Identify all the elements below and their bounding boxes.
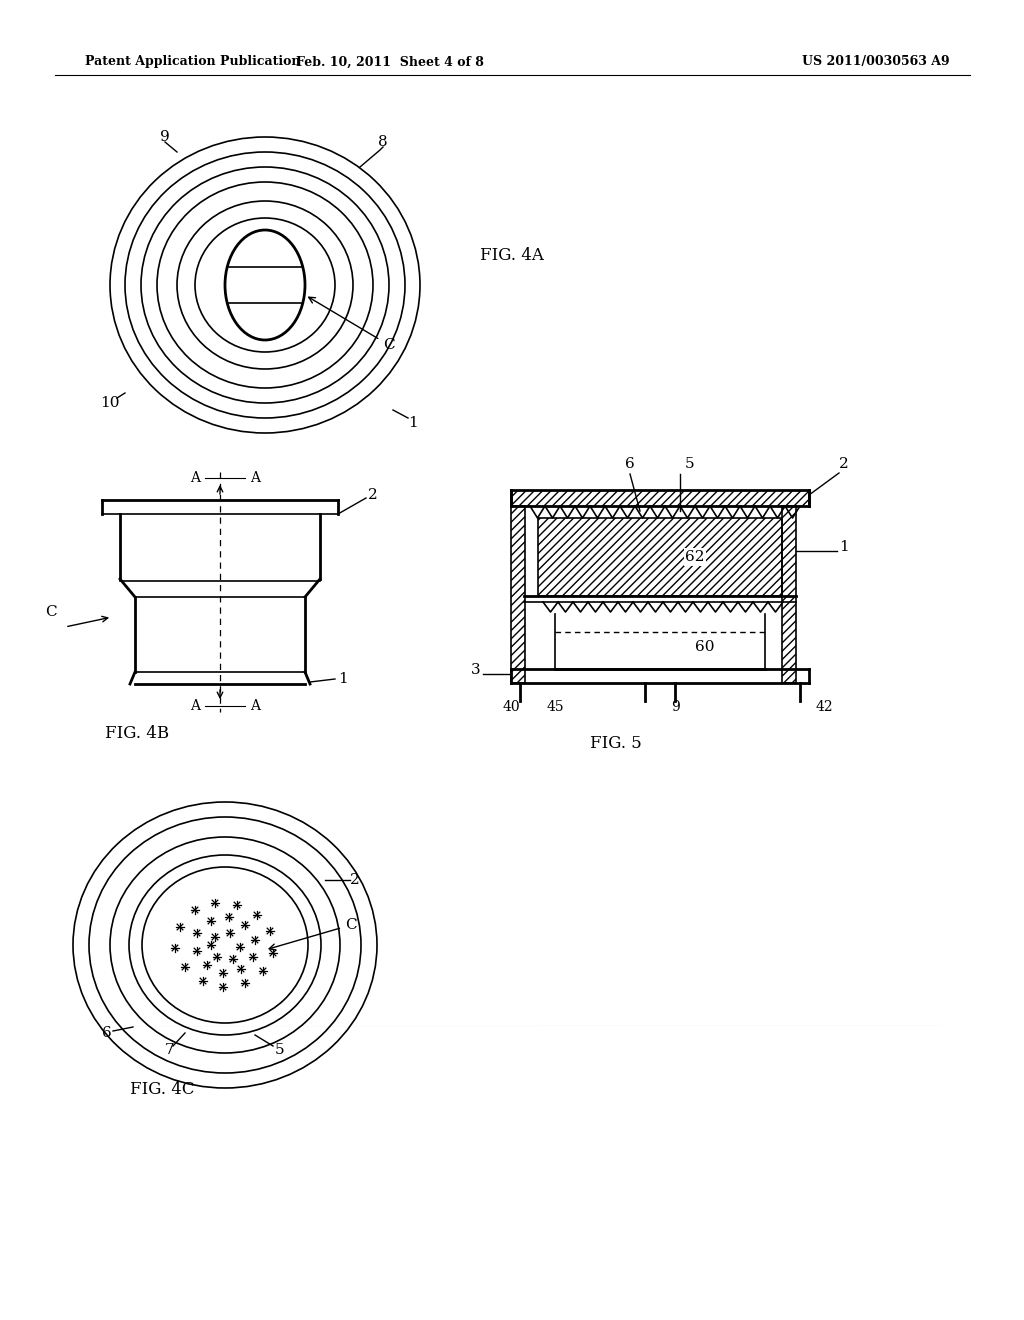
Text: 62: 62 xyxy=(685,550,705,564)
Bar xyxy=(511,506,525,682)
Text: C: C xyxy=(308,297,394,352)
Text: A: A xyxy=(250,471,260,484)
Text: FIG. 5: FIG. 5 xyxy=(590,734,642,751)
Text: 40: 40 xyxy=(502,700,520,714)
Text: 2: 2 xyxy=(368,488,378,502)
Text: 5: 5 xyxy=(685,457,695,471)
Text: C: C xyxy=(269,917,356,950)
Text: FIG. 4C: FIG. 4C xyxy=(130,1081,195,1098)
Bar xyxy=(511,490,809,506)
Text: A: A xyxy=(190,700,200,713)
Text: 9: 9 xyxy=(671,700,679,714)
Ellipse shape xyxy=(225,230,305,341)
Text: Feb. 10, 2011  Sheet 4 of 8: Feb. 10, 2011 Sheet 4 of 8 xyxy=(296,55,484,69)
Text: 8: 8 xyxy=(378,135,388,149)
Text: 1: 1 xyxy=(409,416,418,430)
Text: A: A xyxy=(190,471,200,484)
Text: 2: 2 xyxy=(839,457,849,471)
Text: 45: 45 xyxy=(546,700,564,714)
Text: US 2011/0030563 A9: US 2011/0030563 A9 xyxy=(803,55,950,69)
Text: 6: 6 xyxy=(102,1026,112,1040)
Text: C: C xyxy=(45,605,56,619)
Text: 10: 10 xyxy=(100,396,120,411)
Text: 42: 42 xyxy=(815,700,833,714)
Text: FIG. 4A: FIG. 4A xyxy=(480,247,544,264)
Text: 7: 7 xyxy=(165,1043,175,1057)
Text: 1: 1 xyxy=(839,540,849,554)
Text: FIG. 4B: FIG. 4B xyxy=(105,726,169,742)
Text: 3: 3 xyxy=(471,663,481,677)
Bar xyxy=(538,517,782,597)
Text: 60: 60 xyxy=(695,640,715,653)
Ellipse shape xyxy=(142,867,308,1023)
Text: 9: 9 xyxy=(160,129,170,144)
Text: 2: 2 xyxy=(350,873,359,887)
Bar xyxy=(782,506,796,682)
Text: 5: 5 xyxy=(275,1043,285,1057)
Text: 1: 1 xyxy=(338,672,348,686)
Text: A: A xyxy=(250,700,260,713)
Text: 6: 6 xyxy=(625,457,635,471)
Text: Patent Application Publication: Patent Application Publication xyxy=(85,55,300,69)
